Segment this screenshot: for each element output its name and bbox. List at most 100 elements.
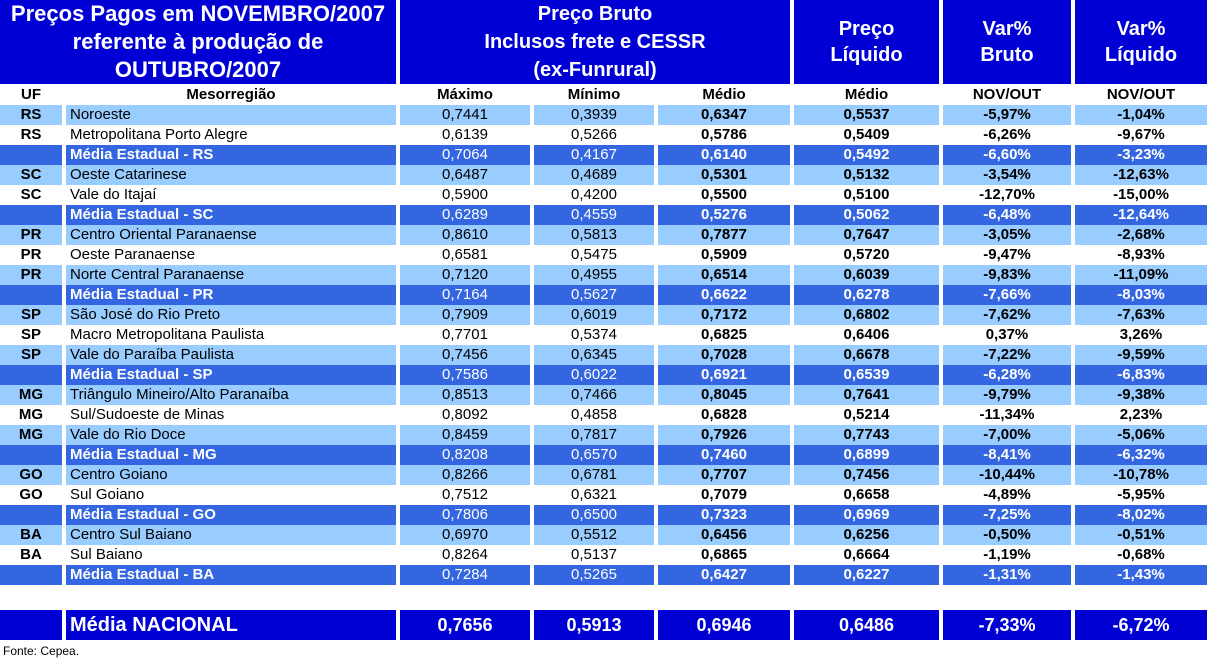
col-header-medio: Médio xyxy=(658,84,790,105)
minimo-cell: 0,3939 xyxy=(534,105,654,125)
uf-cell: MG xyxy=(0,425,62,445)
maximo-cell: 0,7512 xyxy=(400,485,530,505)
medio-cell: 0,7172 xyxy=(658,305,790,325)
maximo-cell: 0,6289 xyxy=(400,205,530,225)
var-liquido-cell: -9,67% xyxy=(1075,125,1207,145)
uf-cell xyxy=(0,565,62,585)
uf-cell xyxy=(0,505,62,525)
minimo-cell: 0,6019 xyxy=(534,305,654,325)
title-line-2: referente à produção de xyxy=(72,29,324,54)
var-bruto-cell: -7,22% xyxy=(943,345,1071,365)
national-average-row: Média NACIONAL 0,7656 0,5913 0,6946 0,64… xyxy=(0,610,1207,640)
table-row: MG Sul/Sudoeste de Minas 0,8092 0,4858 0,682… xyxy=(0,405,1207,425)
uf-cell: MG xyxy=(0,385,62,405)
var-liquido-cell: -12,63% xyxy=(1075,165,1207,185)
state-average-row: Média Estadual - BA 0,7284 0,5265 0,6427 0,6… xyxy=(0,565,1207,585)
medio-cell: 0,6825 xyxy=(658,325,790,345)
minimo-cell: 0,6321 xyxy=(534,485,654,505)
maximo-cell: 0,7164 xyxy=(400,285,530,305)
var-bruto-line-2: Bruto xyxy=(980,44,1034,66)
mesorregiao-cell: Média Estadual - RS xyxy=(66,145,396,165)
liquido-cell: 0,6227 xyxy=(794,565,939,585)
mesorregiao-cell: Média Estadual - BA xyxy=(66,565,396,585)
maximo-cell: 0,7064 xyxy=(400,145,530,165)
medio-cell: 0,7926 xyxy=(658,425,790,445)
liquido-cell: 0,6256 xyxy=(794,525,939,545)
liquido-cell: 0,6406 xyxy=(794,325,939,345)
var-bruto-header: Var% Bruto xyxy=(943,0,1071,84)
mesorregiao-cell: Macro Metropolitana Paulista xyxy=(66,325,396,345)
liquido-cell: 0,7641 xyxy=(794,385,939,405)
maximo-cell: 0,8266 xyxy=(400,465,530,485)
col-header-minimo: Mínimo xyxy=(534,84,654,105)
state-average-row: Média Estadual - SC 0,6289 0,4559 0,5276 0,5… xyxy=(0,205,1207,225)
maximo-cell: 0,7656 xyxy=(400,610,530,640)
maximo-cell: 0,7586 xyxy=(400,365,530,385)
uf-cell xyxy=(0,205,62,225)
medio-cell: 0,7707 xyxy=(658,465,790,485)
preco-bruto-line-1: Preço Bruto xyxy=(537,3,653,25)
var-bruto-cell: -11,34% xyxy=(943,405,1071,425)
uf-cell: SP xyxy=(0,325,62,345)
liquido-cell: 0,6664 xyxy=(794,545,939,565)
mesorregiao-cell: Oeste Catarinese xyxy=(66,165,396,185)
var-bruto-cell: -1,31% xyxy=(943,565,1071,585)
minimo-cell: 0,5137 xyxy=(534,545,654,565)
var-liquido-cell: -6,72% xyxy=(1075,610,1207,640)
uf-cell xyxy=(0,285,62,305)
minimo-cell: 0,5813 xyxy=(534,225,654,245)
medio-cell: 0,8045 xyxy=(658,385,790,405)
table-row: RS Noroeste 0,7441 0,3939 0,6347 0,5537 -5,97%… xyxy=(0,105,1207,125)
maximo-cell: 0,7806 xyxy=(400,505,530,525)
var-bruto-cell: -7,66% xyxy=(943,285,1071,305)
liquido-cell: 0,6486 xyxy=(794,610,939,640)
medio-cell: 0,6347 xyxy=(658,105,790,125)
medio-cell: 0,7460 xyxy=(658,445,790,465)
uf-cell: SP xyxy=(0,305,62,325)
table-row: GO Sul Goiano 0,7512 0,6321 0,7079 0,6658 -4,8… xyxy=(0,485,1207,505)
var-bruto-cell: -7,62% xyxy=(943,305,1071,325)
medio-cell: 0,6921 xyxy=(658,365,790,385)
preco-bruto-line-2: Inclusos frete e CESSR xyxy=(484,31,706,53)
liquido-cell: 0,6802 xyxy=(794,305,939,325)
minimo-cell: 0,5266 xyxy=(534,125,654,145)
state-average-row: Média Estadual - RS 0,7064 0,4167 0,6140 0,5… xyxy=(0,145,1207,165)
mesorregiao-cell: Sul/Sudoeste de Minas xyxy=(66,405,396,425)
medio-cell: 0,7323 xyxy=(658,505,790,525)
maximo-cell: 0,8513 xyxy=(400,385,530,405)
medio-cell: 0,5301 xyxy=(658,165,790,185)
maximo-cell: 0,8092 xyxy=(400,405,530,425)
var-liquido-cell: -1,04% xyxy=(1075,105,1207,125)
table-row: PR Oeste Paranaense 0,6581 0,5475 0,5909 0,57… xyxy=(0,245,1207,265)
var-liquido-cell: -6,32% xyxy=(1075,445,1207,465)
liquido-cell: 0,6969 xyxy=(794,505,939,525)
medio-cell: 0,7079 xyxy=(658,485,790,505)
minimo-cell: 0,5627 xyxy=(534,285,654,305)
mesorregiao-cell: Norte Central Paranaense xyxy=(66,265,396,285)
medio-cell: 0,7877 xyxy=(658,225,790,245)
table-title: Preços Pagos em NOVEMBRO/2007 referente … xyxy=(0,0,396,84)
var-bruto-cell: -10,44% xyxy=(943,465,1071,485)
table-row: SP São José do Rio Preto 0,7909 0,6019 0,717… xyxy=(0,305,1207,325)
uf-cell: BA xyxy=(0,545,62,565)
var-bruto-cell: -8,41% xyxy=(943,445,1071,465)
mesorregiao-cell: Média Estadual - GO xyxy=(66,505,396,525)
var-liquido-cell: -12,64% xyxy=(1075,205,1207,225)
mesorregiao-cell: Média Estadual - SP xyxy=(66,365,396,385)
minimo-cell: 0,5512 xyxy=(534,525,654,545)
uf-cell: PR xyxy=(0,245,62,265)
table-row: SP Macro Metropolitana Paulista 0,7701 0,53… xyxy=(0,325,1207,345)
preco-bruto-header: Preço Bruto Inclusos frete e CESSR (ex-F… xyxy=(400,0,790,84)
liquido-cell: 0,5409 xyxy=(794,125,939,145)
maximo-cell: 0,7701 xyxy=(400,325,530,345)
liquido-cell: 0,6678 xyxy=(794,345,939,365)
uf-cell: SC xyxy=(0,185,62,205)
var-bruto-cell: -6,60% xyxy=(943,145,1071,165)
medio-cell: 0,6828 xyxy=(658,405,790,425)
source-note: Fonte: Cepea. xyxy=(3,644,80,658)
var-liquido-cell: -5,06% xyxy=(1075,425,1207,445)
var-bruto-cell: -7,33% xyxy=(943,610,1071,640)
table-row: BA Sul Baiano 0,8264 0,5137 0,6865 0,6664 -1,1… xyxy=(0,545,1207,565)
maximo-cell: 0,8610 xyxy=(400,225,530,245)
